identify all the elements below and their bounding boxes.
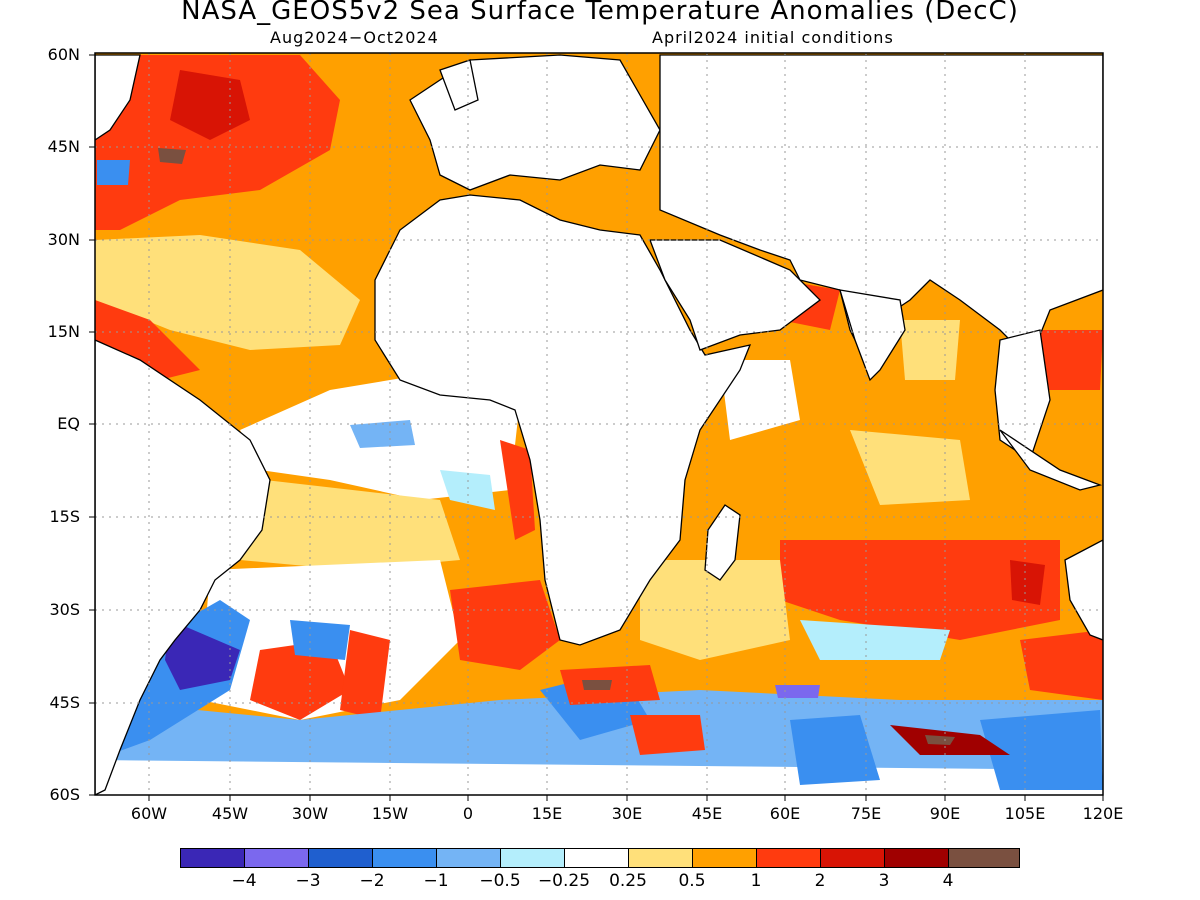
colorbar-label: −0.25 <box>537 871 591 891</box>
colorbar-swatch <box>436 848 501 868</box>
lon-label: 90E <box>929 804 961 823</box>
south-atlantic-yellow <box>240 480 460 570</box>
colorbar-label: −1 <box>423 871 449 891</box>
north-atlantic-max <box>158 148 186 164</box>
lat-label: 45N <box>47 137 80 156</box>
colorbar-swatch <box>180 848 245 868</box>
sa-red-blob1 <box>250 640 350 720</box>
sa-blue1 <box>290 620 350 660</box>
lat-label: 30N <box>47 230 80 249</box>
madagascar <box>704 504 741 581</box>
period-label: Aug2024−Oct2024 <box>270 28 439 47</box>
india <box>839 289 906 382</box>
lat-label: 30S <box>49 600 80 619</box>
arabian-sea-white <box>720 360 800 440</box>
lon-label: 60W <box>130 804 168 823</box>
crozet-red <box>630 715 705 755</box>
colorbar-label: −3 <box>295 871 321 891</box>
colorbar-label: −2 <box>359 871 385 891</box>
lat-label: 15S <box>49 507 80 526</box>
so-blue2 <box>790 715 880 785</box>
colorbar-label: 3 <box>878 871 890 891</box>
lat-label: 45S <box>49 693 80 712</box>
colorbar-swatch <box>564 848 629 868</box>
land <box>95 54 1103 795</box>
lon-label: 15E <box>531 804 563 823</box>
colorbar-swatch <box>948 848 1020 868</box>
colorbar-swatch <box>244 848 309 868</box>
lon-label: 60E <box>769 804 801 823</box>
colorbar-label: 0.25 <box>609 871 647 891</box>
colorbar-swatch <box>884 848 949 868</box>
british-isles <box>439 59 479 111</box>
east-indian-red <box>1020 630 1103 700</box>
benguela-red <box>500 440 535 540</box>
colorbar-label: 2 <box>814 871 826 891</box>
colorbar-label: 4 <box>942 871 954 891</box>
eq-atlantic-blue1 <box>350 420 415 448</box>
lon-label: 105E <box>1004 804 1046 823</box>
south-indian-lightblue <box>800 620 950 660</box>
lon-label: 45E <box>691 804 723 823</box>
south-indian-mix <box>640 560 790 660</box>
lon-label: 30W <box>291 804 329 823</box>
sa-red-blob2 <box>340 630 390 720</box>
chart-title: NASA_GEOS5v2 Sea Surface Temperature Ano… <box>181 0 1019 26</box>
colorbar-swatch <box>372 848 437 868</box>
north-atlantic-red <box>95 55 340 230</box>
south-indian-red <box>780 540 1060 640</box>
lon-label: 45W <box>211 804 249 823</box>
colorbar-swatch <box>756 848 821 868</box>
lon-label: 75E <box>850 804 882 823</box>
labrador-blue <box>97 160 130 185</box>
south-china-sea-red <box>1040 330 1103 390</box>
crozet-purple <box>775 685 820 698</box>
north-atlantic-yellow <box>95 235 360 350</box>
colorbar-swatch <box>500 848 565 868</box>
africa <box>374 194 752 646</box>
lon-label: 120E <box>1082 804 1124 823</box>
colorbar-label: 1 <box>750 871 762 891</box>
colorbar-label: −4 <box>231 871 257 891</box>
south-atlantic-red <box>450 580 560 670</box>
bay-bengal-yellow <box>900 320 960 380</box>
south-indian-darkred <box>1010 560 1045 605</box>
north-atlantic-darkred <box>170 70 250 140</box>
north-atlantic-red2 <box>95 300 200 380</box>
greenland-canada <box>95 54 141 141</box>
lat-label: 15N <box>47 322 80 341</box>
agulhas-max <box>582 680 612 690</box>
so-blue3 <box>980 710 1103 790</box>
kerguelen-brown <box>925 735 955 745</box>
colorbar-label: 0.5 <box>678 871 706 891</box>
colorbar-swatch <box>692 848 757 868</box>
tick-marks <box>89 54 1104 801</box>
lon-label: 30E <box>611 804 643 823</box>
lat-label: 60S <box>49 785 80 804</box>
lat-label: 60N <box>47 45 80 64</box>
lon-label: 15W <box>371 804 409 823</box>
sumatra <box>999 429 1103 491</box>
initial-conditions-label: April2024 initial conditions <box>652 28 894 47</box>
colorbar-swatch <box>308 848 373 868</box>
argentina-purple <box>165 620 240 690</box>
colorbar-swatch <box>628 848 693 868</box>
south-indian-yellow <box>850 430 970 505</box>
south-america <box>95 339 271 795</box>
lat-label: EQ <box>57 414 80 433</box>
eq-atlantic-cyan <box>440 470 495 510</box>
australia <box>1064 539 1103 641</box>
gridlines <box>95 53 1103 795</box>
lon-label: 0 <box>462 804 474 823</box>
colorbar-swatch <box>820 848 885 868</box>
colorbar-label: −0.5 <box>479 871 521 891</box>
